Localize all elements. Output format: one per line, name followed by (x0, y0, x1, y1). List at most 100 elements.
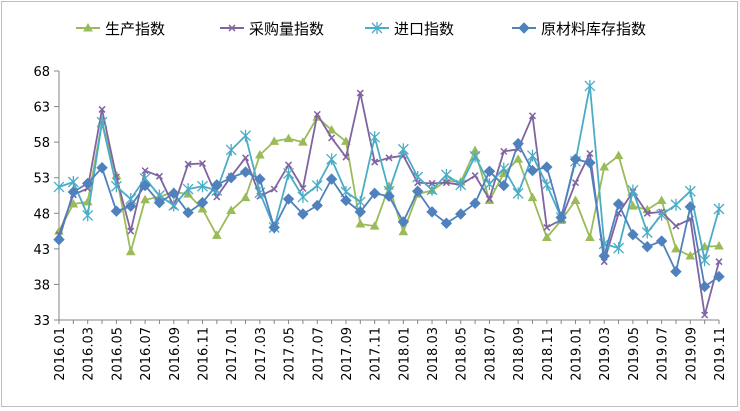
series-4-point (713, 270, 725, 283)
series-1-point (398, 226, 409, 236)
y-tick-label: 53 (33, 172, 50, 187)
x-tick-label: 2018.11 (541, 327, 556, 381)
y-tick-label: 38 (33, 278, 50, 293)
series-4-point (282, 193, 295, 205)
legend-marker (228, 24, 236, 32)
series-2-point (328, 134, 336, 142)
series-4-point (67, 186, 80, 198)
x-tick-label: 2018.03 (426, 327, 441, 381)
series-2-point (543, 223, 551, 232)
series-3-point (455, 178, 467, 191)
x-tick-label: 2019.11 (713, 327, 728, 381)
series-1-point (269, 136, 280, 145)
x-tick-label: 2016.01 (53, 327, 68, 381)
x-tick-label: 2017.11 (369, 327, 384, 381)
series-2-point (528, 112, 537, 120)
series-3-point (182, 183, 194, 196)
series-1-point (541, 232, 552, 241)
series-3-point (240, 129, 251, 142)
series-1-point (240, 192, 251, 202)
series-4-point (383, 190, 395, 202)
series-layer (53, 79, 725, 319)
x-tick-label: 2016.07 (139, 327, 154, 381)
series-2-point (471, 172, 479, 180)
series-4-point (368, 187, 381, 200)
series-3-point (641, 226, 653, 239)
series-4-point (598, 250, 610, 262)
series-3-point (670, 198, 682, 211)
series-4-point (469, 197, 481, 210)
series-3-point (369, 131, 381, 144)
series-1-point (211, 230, 222, 239)
series-2-point (356, 89, 364, 97)
series-4-point (354, 206, 367, 218)
legend-label: 原材料库存指数 (541, 20, 646, 38)
series-2-point (643, 209, 651, 217)
series-3-point (225, 143, 237, 156)
series-3-point (110, 180, 122, 193)
series-2-point (500, 147, 508, 155)
series-4-point (612, 198, 625, 210)
series-4-point (684, 201, 697, 213)
x-tick-label: 2018.01 (397, 327, 412, 381)
x-tick-label: 2017.01 (225, 327, 240, 381)
legend-marker (371, 22, 383, 34)
series-4-point (670, 265, 682, 278)
legend-item-2: 采购量指数 (220, 20, 324, 38)
series-4-point (340, 194, 352, 207)
series-3-point (53, 180, 65, 193)
series-3-point (613, 242, 625, 255)
series-4-point (53, 233, 65, 246)
series-3-point (168, 199, 180, 212)
legend-label: 采购量指数 (249, 20, 324, 38)
series-2-point (571, 179, 580, 187)
series-4-point (512, 137, 524, 150)
x-tick-label: 2017.07 (311, 327, 326, 381)
y-tick-label: 68 (33, 65, 50, 80)
series-4-point (627, 228, 639, 241)
series-2-point (127, 227, 135, 235)
series-1-point (68, 199, 79, 208)
series-1-point (570, 195, 581, 204)
series-2-point (715, 258, 723, 266)
series-2-point (184, 160, 192, 168)
series-4-point (125, 200, 137, 212)
series-3-point (684, 185, 696, 198)
x-tick-label: 2019.09 (684, 327, 699, 381)
series-4-point (655, 235, 668, 247)
series-4-point (426, 206, 438, 218)
y-tick-label: 33 (33, 314, 50, 329)
series-2-point (701, 311, 709, 319)
series-2-point (485, 195, 493, 203)
legend-marker (518, 22, 530, 34)
series-3-point (469, 150, 481, 163)
series-4-point (440, 217, 453, 229)
x-tick-label: 2016.09 (168, 327, 183, 381)
x-tick-label: 2019.03 (598, 327, 613, 381)
series-2-point (385, 154, 393, 162)
series-4-point (153, 196, 166, 209)
series-3-point (527, 149, 538, 162)
x-tick-label: 2019.07 (656, 327, 671, 381)
series-3-point (326, 153, 338, 166)
series-1-point (326, 125, 337, 134)
series-4-point (698, 280, 711, 293)
x-tick-label: 2018.07 (483, 327, 498, 381)
series-3-point (283, 167, 295, 180)
x-tick-label: 2017.05 (283, 327, 298, 381)
series-2-point (299, 184, 307, 192)
series-4-point (81, 177, 94, 190)
series-2-point (141, 167, 149, 175)
x-tick-label: 2016.05 (110, 327, 125, 381)
series-4-point (498, 179, 510, 192)
series-4-point (569, 153, 582, 165)
series-3-point (82, 209, 94, 222)
series-4-point (254, 173, 266, 185)
series-2-point (270, 185, 278, 193)
series-1-point (527, 192, 538, 202)
series-2-point (241, 154, 250, 162)
series-3-point (311, 179, 323, 192)
legend-label: 进口指数 (394, 20, 454, 38)
series-2-point (371, 158, 379, 166)
